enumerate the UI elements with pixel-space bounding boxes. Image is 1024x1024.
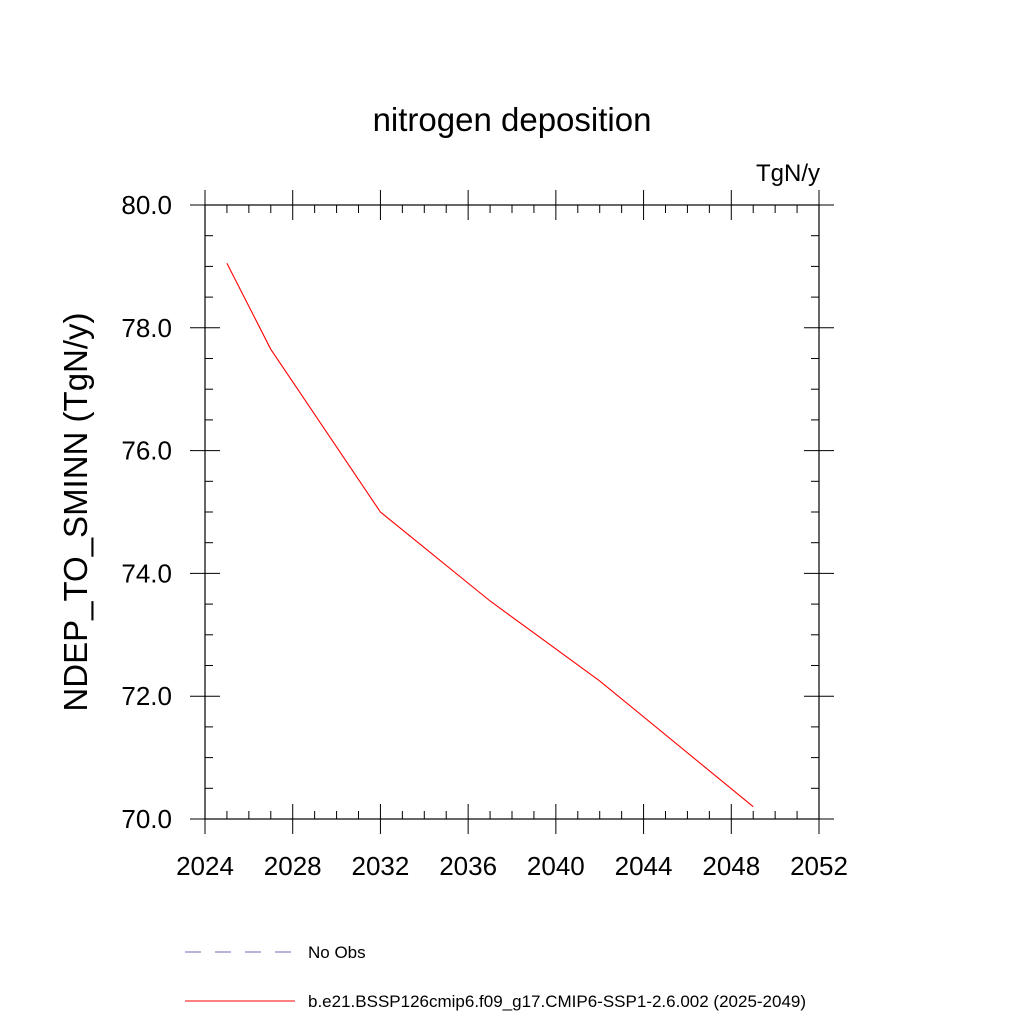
y-tick-label: 76.0 [121,436,172,466]
y-tick-label: 70.0 [121,804,172,834]
y-tick-label: 78.0 [121,313,172,343]
y-tick-label: 74.0 [121,558,172,588]
x-tick-label: 2044 [615,851,673,881]
legend-label-no-obs: No Obs [308,943,366,962]
series-line [226,263,754,808]
y-tick-label: 80.0 [121,190,172,220]
x-tick-label: 2036 [439,851,497,881]
x-tick-label: 2048 [702,851,760,881]
legend-label-model: b.e21.BSSP126cmip6.f09_g17.CMIP6-SSP1-2.… [308,992,806,1011]
y-tick-labels: 70.0 72.0 74.0 76.0 78.0 80.0 [121,190,172,834]
y-axis-label: NDEP_TO_SMINN (TgN/y) [57,312,94,711]
x-tick-labels: 2024 2028 2032 2036 2040 2044 2048 2052 [176,851,848,881]
legend: No Obs b.e21.BSSP126cmip6.f09_g17.CMIP6-… [185,943,806,1011]
series-lines [226,263,754,808]
minor-ticks [205,205,819,819]
chart-title: nitrogen deposition [373,101,652,138]
x-tick-label: 2024 [176,851,234,881]
major-ticks [190,190,834,834]
x-tick-label: 2028 [264,851,322,881]
units-label: TgN/y [756,160,820,187]
x-tick-label: 2052 [790,851,848,881]
x-tick-label: 2040 [527,851,585,881]
y-tick-label: 72.0 [121,681,172,711]
x-tick-label: 2032 [352,851,410,881]
plot-frame [204,204,820,820]
